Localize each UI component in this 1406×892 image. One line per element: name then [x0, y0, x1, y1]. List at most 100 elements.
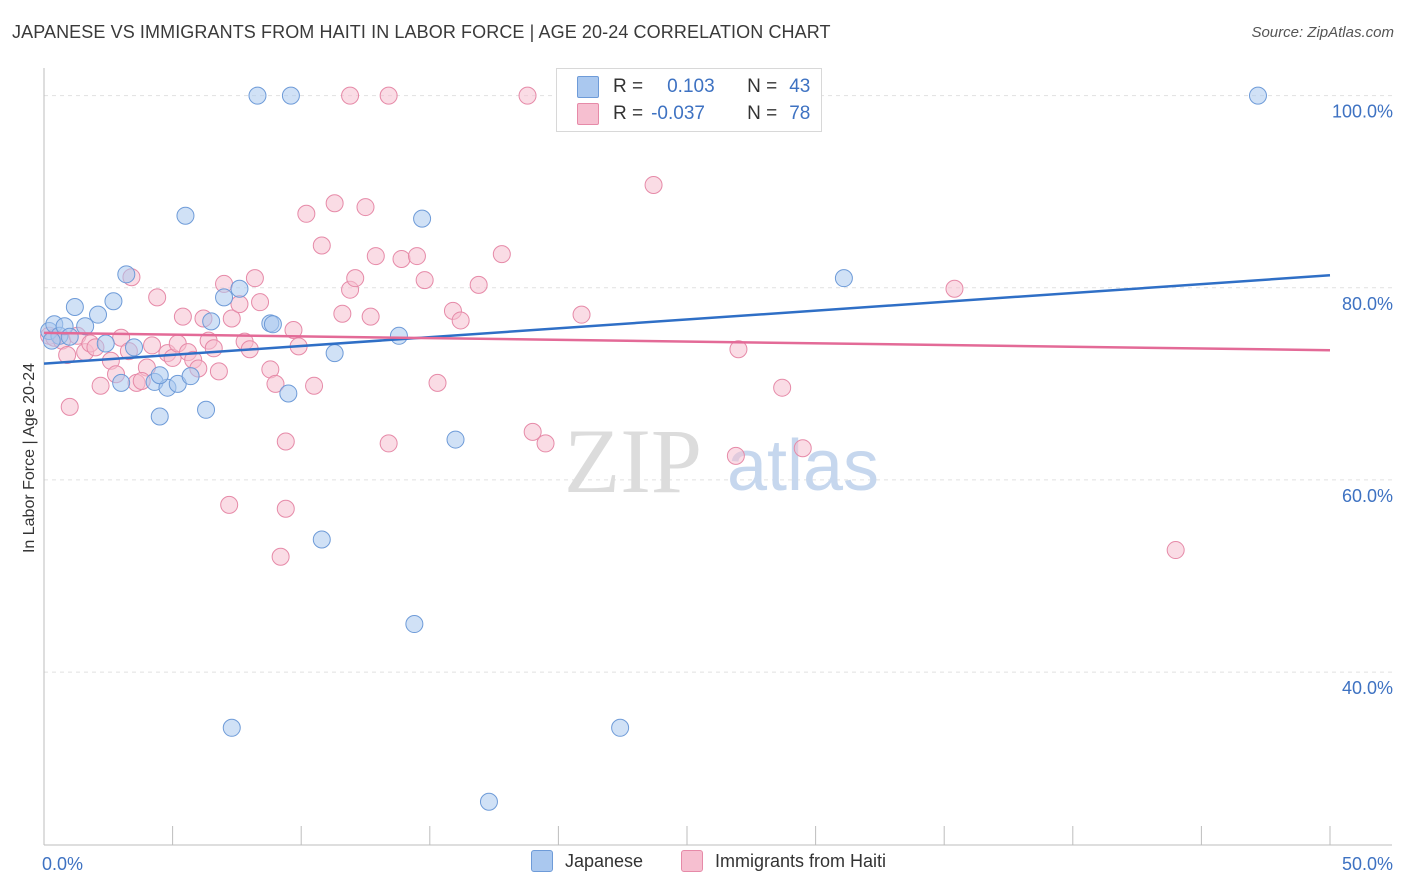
haiti-point [220, 495, 239, 514]
haiti-point [305, 376, 324, 395]
japanese-point [248, 86, 267, 105]
y-tick-label: 60.0% [1342, 486, 1393, 506]
series-haiti-points [40, 86, 1185, 566]
haiti-point [143, 336, 162, 355]
haiti-point [341, 86, 360, 105]
axes [43, 68, 1392, 846]
haiti-point [251, 293, 270, 312]
japanese-point [215, 288, 234, 307]
source-credit: Source: ZipAtlas.com [1251, 24, 1394, 41]
japanese-point [230, 279, 249, 298]
y-tick-label: 40.0% [1342, 678, 1393, 698]
japanese-point [60, 327, 79, 346]
legend-n-label: N = [747, 103, 778, 124]
haiti-point [428, 373, 447, 392]
series-japanese-points [40, 86, 1267, 811]
japanese-point [112, 373, 131, 392]
x-tick-label: 50.0% [1342, 854, 1393, 874]
haiti-point [297, 204, 316, 223]
trend-lines [43, 274, 1331, 365]
japanese-point [389, 326, 408, 345]
haiti-point [333, 304, 352, 323]
haiti-point [536, 434, 555, 453]
haiti-point [361, 307, 380, 326]
japanese-point [325, 344, 344, 363]
watermark-atlas: atlas [727, 426, 879, 506]
haiti-point [284, 321, 303, 340]
haiti-point [356, 198, 375, 217]
legend-swatch-japanese [577, 76, 599, 98]
haiti-point [1166, 541, 1185, 560]
haiti-point [173, 307, 192, 326]
japanese-point [117, 265, 136, 284]
haiti-point [91, 376, 110, 395]
haiti-point [726, 446, 745, 465]
japanese-point [202, 312, 221, 331]
japanese-trend-line [43, 274, 1331, 365]
japanese-point [96, 334, 115, 353]
japanese-point [312, 530, 331, 549]
haiti-point [793, 439, 812, 458]
haiti-point [276, 432, 295, 451]
haiti-point [392, 249, 411, 268]
legend-n-value: 78 [789, 103, 811, 124]
japanese-point [279, 384, 298, 403]
haiti-point [266, 374, 285, 393]
haiti-point [644, 175, 663, 194]
haiti-point [58, 346, 77, 365]
japanese-point [181, 367, 200, 386]
haiti-point [276, 499, 295, 518]
haiti-point [945, 279, 964, 298]
haiti-point [518, 86, 537, 105]
legend-r-value: -0.037 [651, 103, 705, 124]
haiti-point [222, 309, 241, 328]
haiti-trend-line [43, 331, 1331, 352]
series-legend: Japanese Immigrants from Haiti [0, 850, 1406, 878]
haiti-point [245, 269, 264, 288]
y-tick-label: 80.0% [1342, 294, 1393, 314]
japanese-point [446, 430, 465, 449]
legend-swatch-haiti [681, 850, 703, 872]
japanese-point [834, 269, 853, 288]
haiti-point [492, 245, 511, 264]
gridlines [44, 95, 1392, 673]
japanese-point [1248, 86, 1267, 105]
haiti-point [572, 305, 591, 324]
haiti-point [271, 547, 290, 566]
legend-n-value: 43 [789, 76, 811, 97]
tick-labels: 100.0% 80.0% 60.0% 40.0% 0.0% 50.0% [42, 102, 1393, 874]
japanese-point [150, 407, 169, 426]
japanese-point [65, 297, 84, 316]
japanese-point [281, 86, 300, 105]
legend-item-japanese[interactable]: Japanese [531, 850, 643, 872]
japanese-point [222, 718, 241, 737]
legend-label-haiti: Immigrants from Haiti [715, 850, 887, 871]
haiti-point [325, 194, 344, 213]
haiti-point [379, 86, 398, 105]
haiti-point [469, 275, 488, 294]
haiti-point [60, 397, 79, 416]
haiti-point [312, 236, 331, 255]
legend-r-label: R = [613, 103, 644, 124]
watermark-zip: ZIP [564, 410, 702, 512]
haiti-point [415, 271, 434, 290]
legend-r-value: 0.103 [667, 76, 715, 97]
x-tick-label: 0.0% [42, 854, 83, 874]
haiti-point [523, 422, 542, 441]
japanese-point [104, 292, 123, 311]
legend-swatch-japanese [531, 850, 553, 872]
japanese-point [176, 206, 195, 225]
haiti-point [230, 295, 249, 314]
japanese-point [150, 366, 169, 385]
legend-item-haiti[interactable]: Immigrants from Haiti [681, 850, 886, 872]
legend-row-haiti: R = -0.037 N = 78 [577, 101, 810, 127]
haiti-point [366, 247, 385, 266]
haiti-point [148, 288, 167, 307]
legend-row-japanese: R = 0.103 N = 43 [577, 74, 810, 100]
japanese-point [479, 792, 498, 811]
y-tick-label: 100.0% [1332, 102, 1393, 122]
haiti-point [209, 362, 228, 381]
haiti-point [729, 340, 748, 359]
haiti-point [773, 378, 792, 397]
japanese-point [611, 718, 630, 737]
